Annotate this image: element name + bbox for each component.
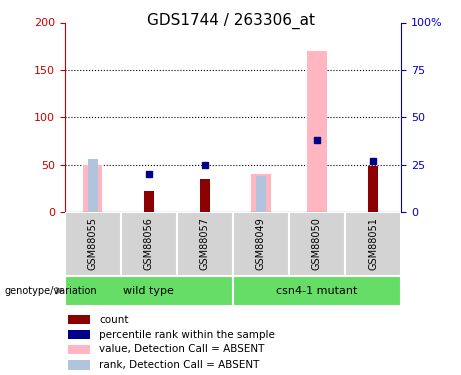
Text: GSM88049: GSM88049 (256, 217, 266, 270)
Text: wild type: wild type (123, 286, 174, 296)
Text: count: count (100, 315, 129, 325)
Bar (68, 330, 90, 339)
Bar (68, 360, 90, 370)
Text: GSM88056: GSM88056 (144, 217, 154, 270)
Bar (233, 276, 401, 306)
Bar (88, 159, 98, 212)
Bar (121, 212, 177, 276)
Text: GSM88057: GSM88057 (200, 217, 210, 270)
Bar (233, 212, 289, 276)
Bar (200, 179, 210, 212)
Text: percentile rank within the sample: percentile rank within the sample (100, 330, 275, 339)
Bar (83, 165, 102, 212)
Bar (368, 166, 378, 212)
Bar (345, 212, 401, 276)
Bar (256, 176, 266, 212)
Text: genotype/variation: genotype/variation (5, 286, 97, 296)
Bar (68, 345, 90, 354)
Bar (144, 191, 154, 212)
Text: GSM88055: GSM88055 (88, 217, 98, 270)
Text: rank, Detection Call = ABSENT: rank, Detection Call = ABSENT (100, 360, 260, 370)
Text: GDS1744 / 263306_at: GDS1744 / 263306_at (147, 13, 314, 29)
Bar (68, 315, 90, 324)
Bar (251, 174, 271, 212)
Text: GSM88050: GSM88050 (312, 217, 322, 270)
Text: csn4-1 mutant: csn4-1 mutant (276, 286, 358, 296)
Bar (177, 212, 233, 276)
Text: value, Detection Call = ABSENT: value, Detection Call = ABSENT (100, 344, 265, 354)
Bar (65, 276, 233, 306)
Bar (65, 212, 121, 276)
Bar (289, 212, 345, 276)
Bar (307, 51, 327, 212)
Text: GSM88051: GSM88051 (368, 217, 378, 270)
